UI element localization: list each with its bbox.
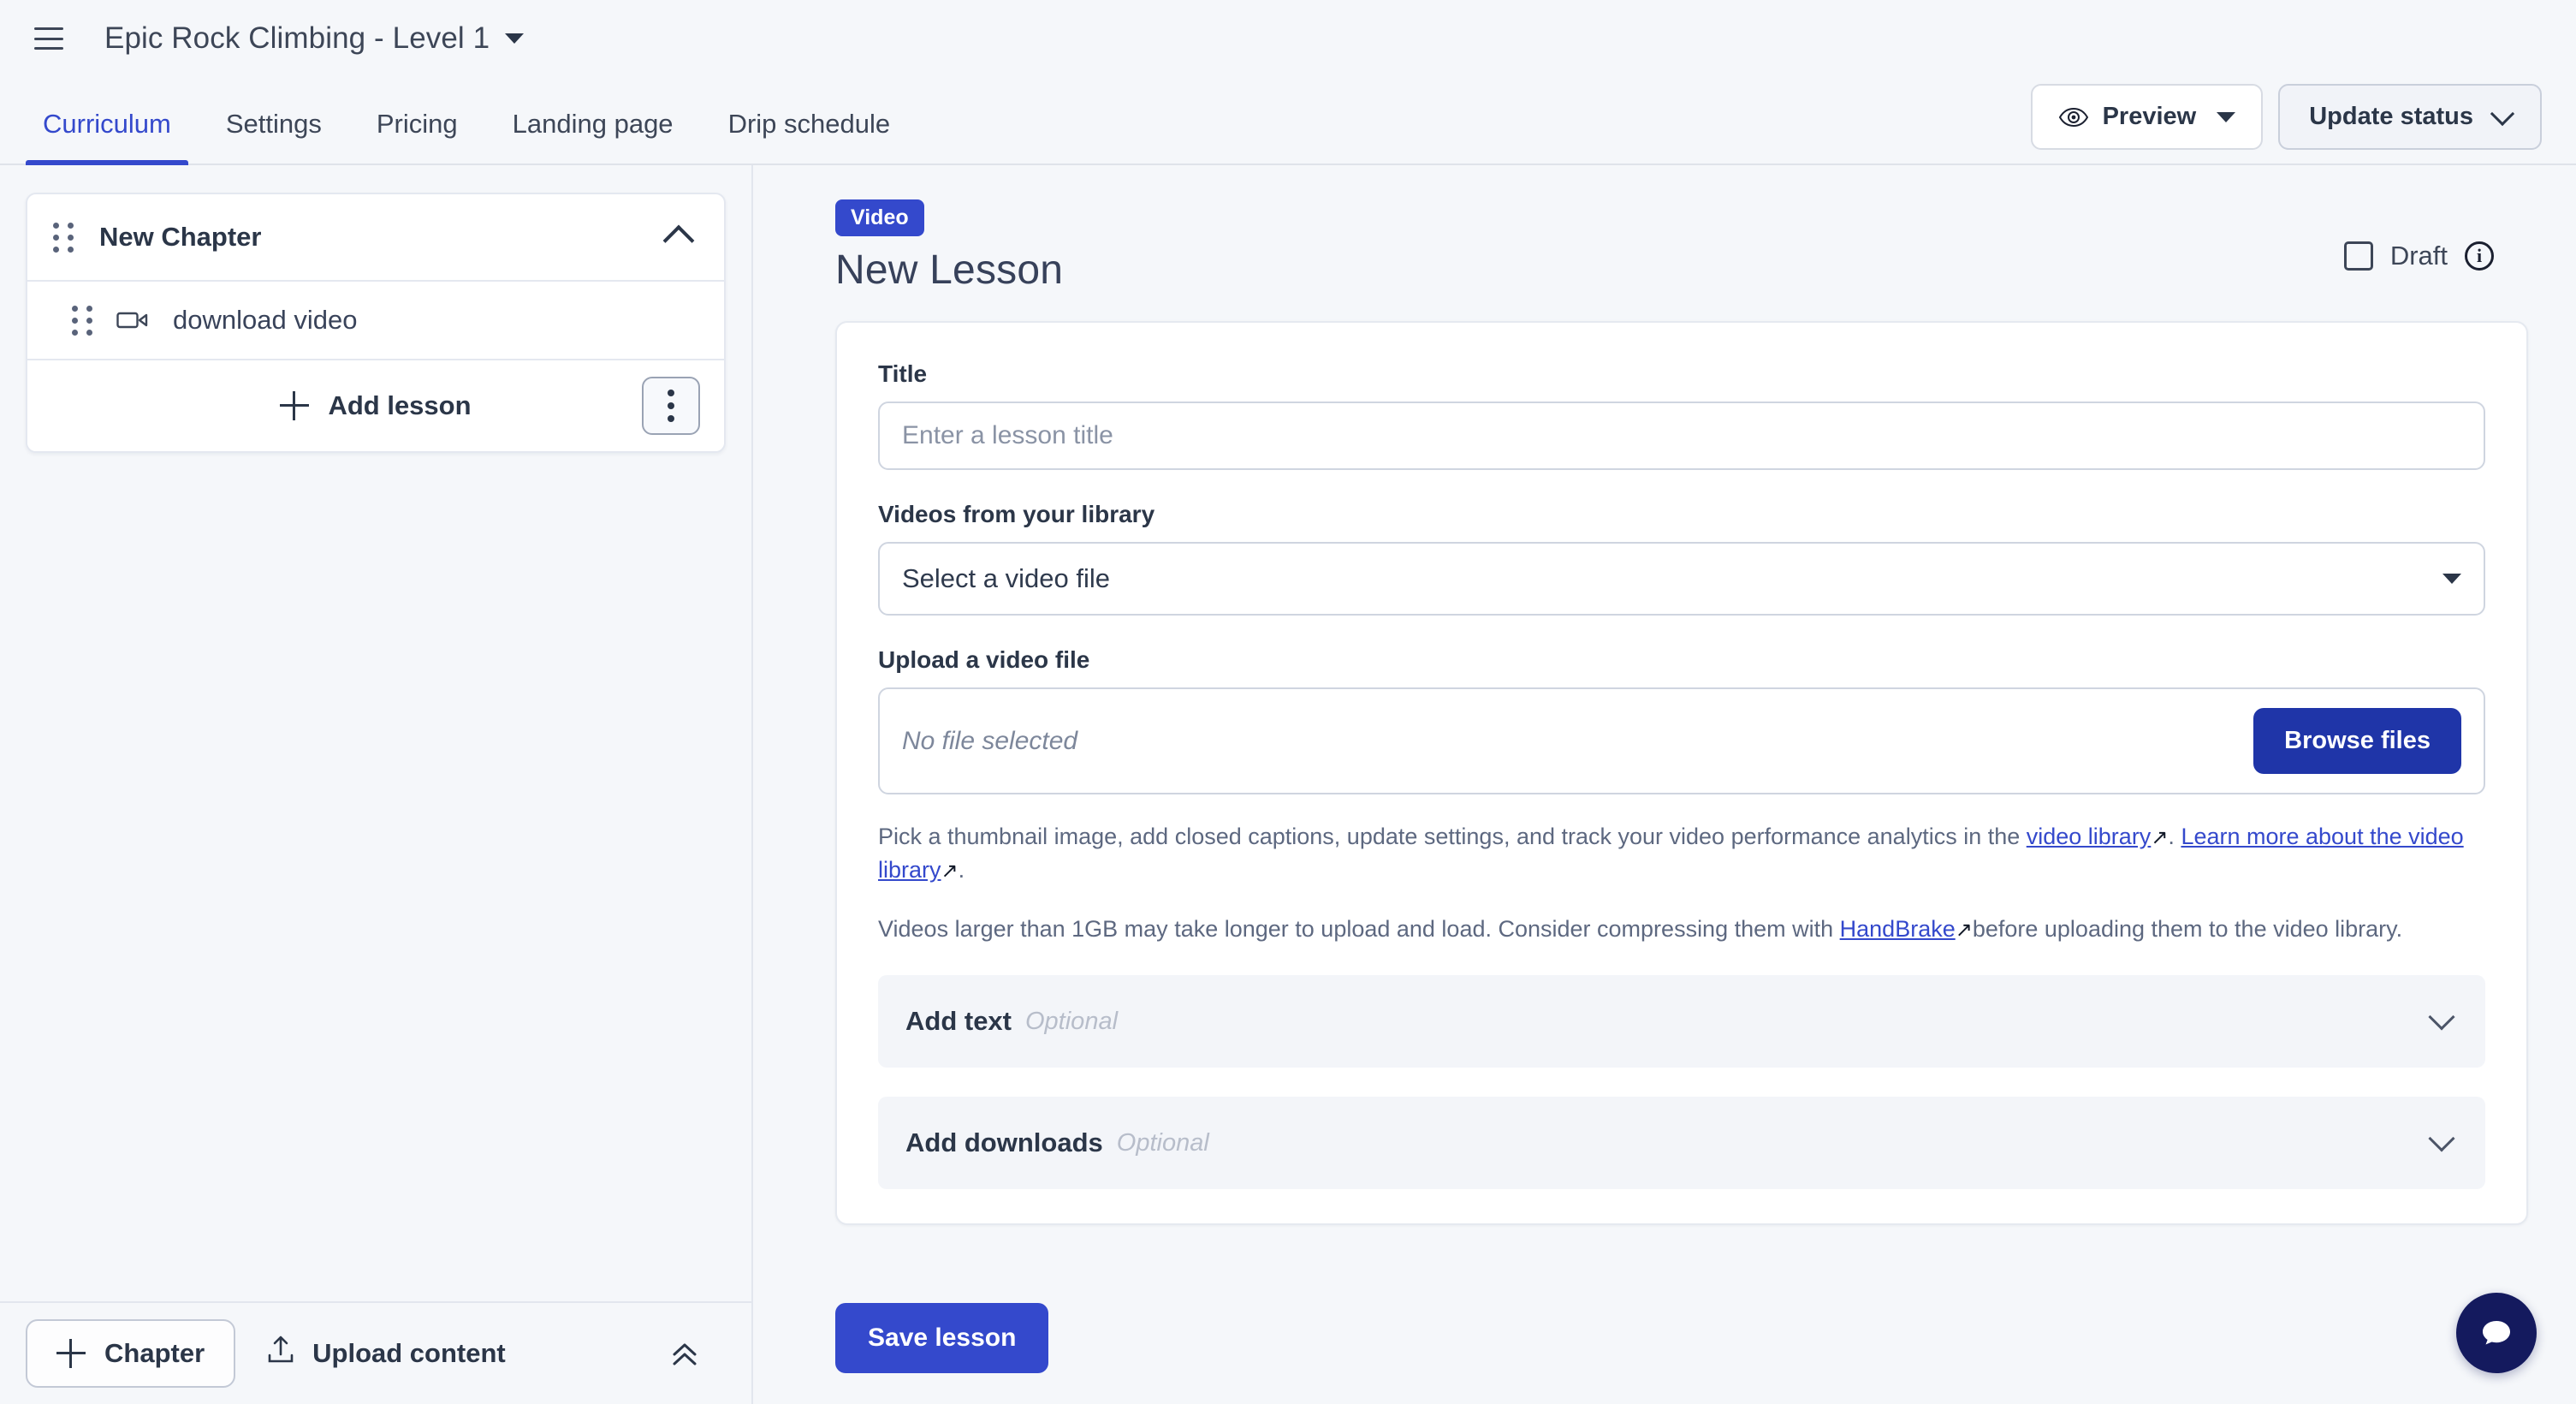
curriculum-sidebar: New Chapter download [0,165,753,1404]
help-text-part: before uploading them to the video libra… [1972,916,2403,943]
lesson-name: download video [173,305,358,335]
lesson-form-card: Title Enter a lesson title Videos from y… [835,321,2528,1226]
external-link-icon: ↗ [2151,826,2169,849]
kebab-menu-icon[interactable] [642,377,700,435]
plus-icon [280,391,310,420]
preview-button[interactable]: Preview [2030,84,2264,150]
selected-file-name: No file selected [902,726,1078,755]
chevron-down-icon [2428,1125,2455,1152]
help-text-part: Pick a thumbnail image, add closed capti… [878,824,2027,849]
add-downloads-optional-label: Optional [1116,1128,1209,1157]
add-chapter-button[interactable]: Chapter [26,1319,236,1388]
draft-checkbox[interactable] [2343,241,2373,271]
video-library-help-text: Pick a thumbnail image, add closed capti… [878,820,2485,887]
add-text-title: Add text [905,1006,1012,1037]
video-library-link[interactable]: video library [2026,824,2152,849]
learn-more-video-library-link[interactable]: Learn more about the video library [878,824,2464,883]
list-item[interactable]: download video [27,280,724,359]
browse-files-button[interactable]: Browse files [2253,708,2461,774]
chevron-down-icon [2490,101,2515,126]
top-bar: Epic Rock Climbing - Level 1 [0,0,2576,77]
file-upload-box[interactable]: No file selected Browse files [878,687,2485,794]
help-text-part: . [958,857,965,883]
chevron-up-icon[interactable] [662,224,695,257]
tab-bar-actions: Preview Update status [2030,84,2542,164]
chat-bubble-icon[interactable] [2456,1293,2537,1373]
title-input[interactable]: Enter a lesson title [878,402,2485,470]
upload-content-label: Upload content [312,1338,506,1368]
external-link-icon: ↗ [941,860,959,883]
course-title-dropdown[interactable]: Epic Rock Climbing - Level 1 [63,21,525,56]
add-chapter-label: Chapter [104,1338,205,1368]
chevron-down-icon [2217,111,2236,122]
add-downloads-title: Add downloads [905,1127,1103,1158]
lesson-editor-panel: Video New Lesson Draft i Title Enter a l… [753,165,2576,1404]
status-badge: Video [835,199,924,236]
library-field-label: Videos from your library [878,501,1155,527]
caret-down-icon [505,33,525,44]
upload-content-button[interactable]: Upload content [266,1335,506,1372]
tab-pricing[interactable]: Pricing [376,109,458,139]
drag-handle-icon[interactable] [72,305,92,336]
help-text-part: . [2168,824,2181,849]
video-camera-icon [116,309,151,331]
add-text-optional-label: Optional [1025,1007,1119,1035]
update-status-button-label: Update status [2309,103,2473,130]
save-lesson-button[interactable]: Save lesson [835,1303,1049,1373]
chapter-card: New Chapter download [26,193,726,453]
tab-drip-schedule[interactable]: Drip schedule [727,109,891,139]
caret-down-icon [2442,574,2461,584]
video-library-select-value: Select a video file [902,563,1110,593]
video-library-select[interactable]: Select a video file [878,542,2485,616]
chevron-down-icon [2428,1003,2455,1031]
tab-list: Curriculum Settings Pricing Landing page… [0,77,917,165]
upload-field-label: Upload a video file [878,646,1090,673]
lesson-editor-footer: Save lesson [753,1284,2576,1404]
upload-icon [266,1335,295,1372]
preview-button-label: Preview [2102,103,2197,130]
drag-handle-icon[interactable] [53,222,74,253]
info-icon[interactable]: i [2465,241,2494,271]
hamburger-icon[interactable] [34,27,63,50]
draft-toggle-group: Draft i [2343,241,2528,271]
page-body: New Chapter download [0,165,2576,1404]
tab-settings[interactable]: Settings [225,109,322,139]
chapter-name: New Chapter [99,222,262,252]
plus-icon [56,1339,86,1368]
tab-curriculum[interactable]: Curriculum [15,109,199,165]
add-lesson-row: Add lesson [27,359,724,451]
tab-bar: Curriculum Settings Pricing Landing page… [0,77,2576,165]
handbrake-link[interactable]: HandBrake [1839,916,1956,943]
tab-landing-page[interactable]: Landing page [512,109,674,139]
draft-label: Draft [2389,241,2448,271]
chevrons-up-icon[interactable] [668,1337,726,1370]
sidebar-footer: Chapter Upload content [0,1301,751,1404]
title-field-label: Title [878,360,928,387]
add-text-accordion[interactable]: Add text Optional [878,975,2485,1068]
add-downloads-accordion[interactable]: Add downloads Optional [878,1097,2485,1190]
update-status-button[interactable]: Update status [2278,84,2542,150]
chapter-list: New Chapter download [0,165,751,1301]
course-title: Epic Rock Climbing - Level 1 [104,21,490,55]
compression-help-text: Videos larger than 1GB may take longer t… [878,913,2485,946]
lesson-heading-row: Video New Lesson Draft i [835,199,2528,294]
lesson-editor-content: Video New Lesson Draft i Title Enter a l… [753,165,2576,1284]
add-lesson-label: Add lesson [328,390,472,420]
eye-icon [2058,107,2089,128]
add-lesson-button[interactable]: Add lesson [280,390,472,421]
chapter-header[interactable]: New Chapter [27,194,724,280]
help-text-part: Videos larger than 1GB may take longer t… [878,916,1840,943]
external-link-icon: ↗ [1955,919,1973,943]
page-title: New Lesson [835,247,1064,293]
